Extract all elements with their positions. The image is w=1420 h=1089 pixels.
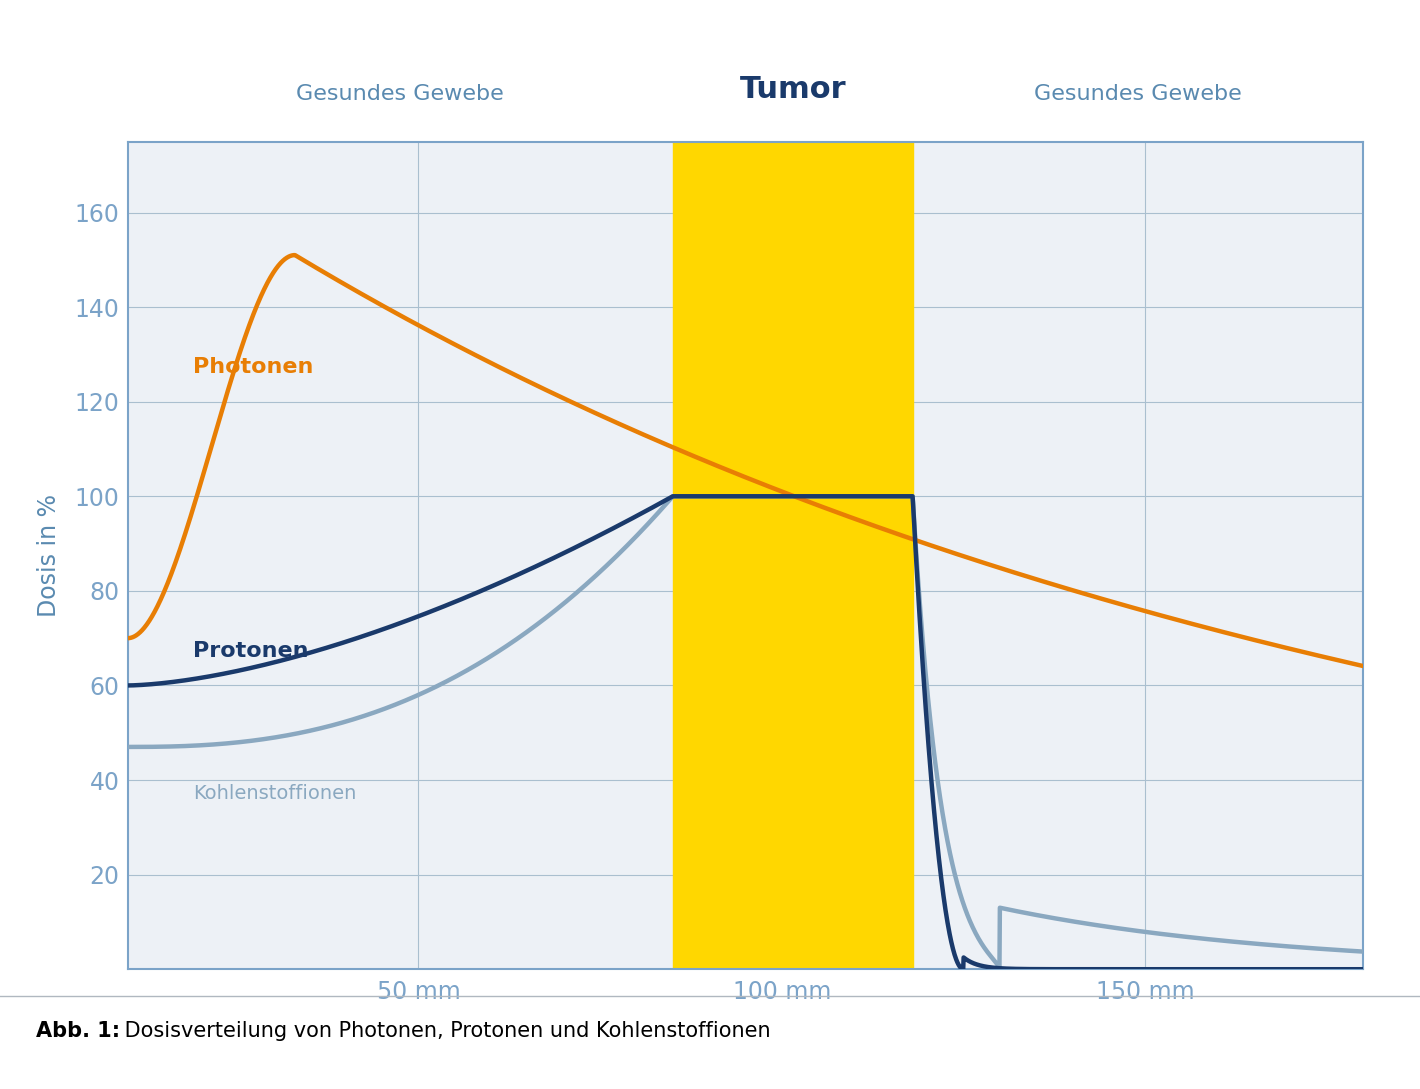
Text: Protonen: Protonen (193, 641, 308, 661)
Y-axis label: Dosis in %: Dosis in % (37, 494, 61, 616)
Text: Tumor: Tumor (740, 75, 846, 105)
Text: Abb. 1:: Abb. 1: (36, 1020, 119, 1041)
Text: Gesundes Gewebe: Gesundes Gewebe (1034, 84, 1242, 105)
Text: Photonen: Photonen (193, 357, 314, 377)
Text: Kohlenstoffionen: Kohlenstoffionen (193, 784, 356, 803)
Text: Dosisverteilung von Photonen, Protonen und Kohlenstoffionen: Dosisverteilung von Photonen, Protonen u… (118, 1020, 771, 1041)
Text: Gesundes Gewebe: Gesundes Gewebe (297, 84, 504, 105)
Bar (673, 142, 913, 969)
